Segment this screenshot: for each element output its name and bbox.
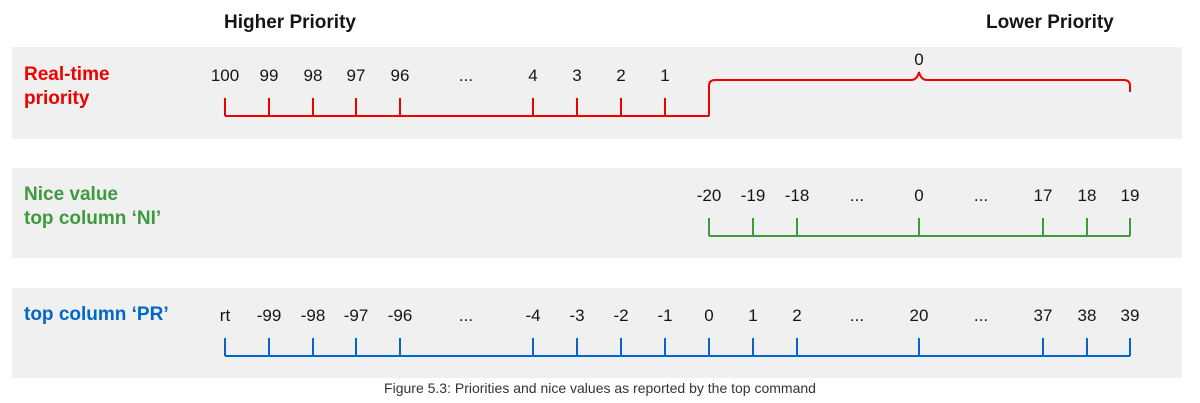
pr-tick-label: -98	[300, 306, 326, 325]
pr-tick-label: ...	[458, 306, 474, 325]
pr-tick-label: -3	[569, 306, 585, 325]
band-realtime	[12, 47, 1182, 139]
realtime-tick-label: 3	[572, 66, 582, 85]
nice-tick-label: 19	[1120, 186, 1140, 205]
realtime-tick-label: 100	[210, 66, 240, 85]
nice-tick-label: ...	[849, 186, 865, 205]
nice-tick-label: -19	[740, 186, 766, 205]
realtime-tick-label: 4	[528, 66, 538, 85]
brace-label-realtime: 0	[914, 50, 924, 69]
pr-tick-label: -4	[525, 306, 541, 325]
row-label-pr: top column ‘PR’	[24, 304, 169, 325]
nice-tick-label: 17	[1033, 186, 1053, 205]
row-label-realtime: Real-time priority	[24, 64, 110, 109]
pr-tick-label: -1	[657, 306, 673, 325]
pr-tick-label: 38	[1077, 306, 1097, 325]
realtime-tick-label: 99	[259, 66, 279, 85]
nice-tick-label: ...	[973, 186, 989, 205]
pr-tick-label: 39	[1120, 306, 1140, 325]
pr-tick-label: -99	[256, 306, 282, 325]
nice-tick-label: 18	[1077, 186, 1097, 205]
band-nice	[12, 168, 1182, 258]
figure-caption: Figure 5.3: Priorities and nice values a…	[384, 380, 816, 396]
nice-tick-label: -18	[784, 186, 810, 205]
realtime-tick-label: 98	[303, 66, 323, 85]
header-lower-priority: Lower Priority	[986, 12, 1114, 33]
pr-tick-label: 0	[704, 306, 714, 325]
nice-tick-label: -20	[696, 186, 722, 205]
realtime-tick-label: 97	[346, 66, 366, 85]
nice-tick-label: 0	[914, 186, 924, 205]
pr-tick-label: 20	[909, 306, 929, 325]
pr-tick-label: 37	[1033, 306, 1053, 325]
pr-tick-label: rt	[219, 306, 231, 325]
realtime-brace	[708, 71, 1131, 92]
pr-tick-label: -2	[613, 306, 629, 325]
realtime-tick-label: ...	[458, 66, 474, 85]
band-pr	[12, 288, 1182, 378]
realtime-tick-label: 1	[660, 66, 670, 85]
pr-tick-label: 2	[792, 306, 802, 325]
pr-tick-label: 1	[748, 306, 758, 325]
realtime-tick-label: 96	[390, 66, 410, 85]
pr-tick-label: -97	[343, 306, 369, 325]
header-higher-priority: Higher Priority	[224, 12, 356, 33]
row-label-nice: Nice value top column ‘NI’	[24, 184, 162, 229]
pr-tick-label: ...	[849, 306, 865, 325]
pr-tick-label: ...	[973, 306, 989, 325]
realtime-tick-label: 2	[616, 66, 626, 85]
pr-tick-label: -96	[387, 306, 413, 325]
